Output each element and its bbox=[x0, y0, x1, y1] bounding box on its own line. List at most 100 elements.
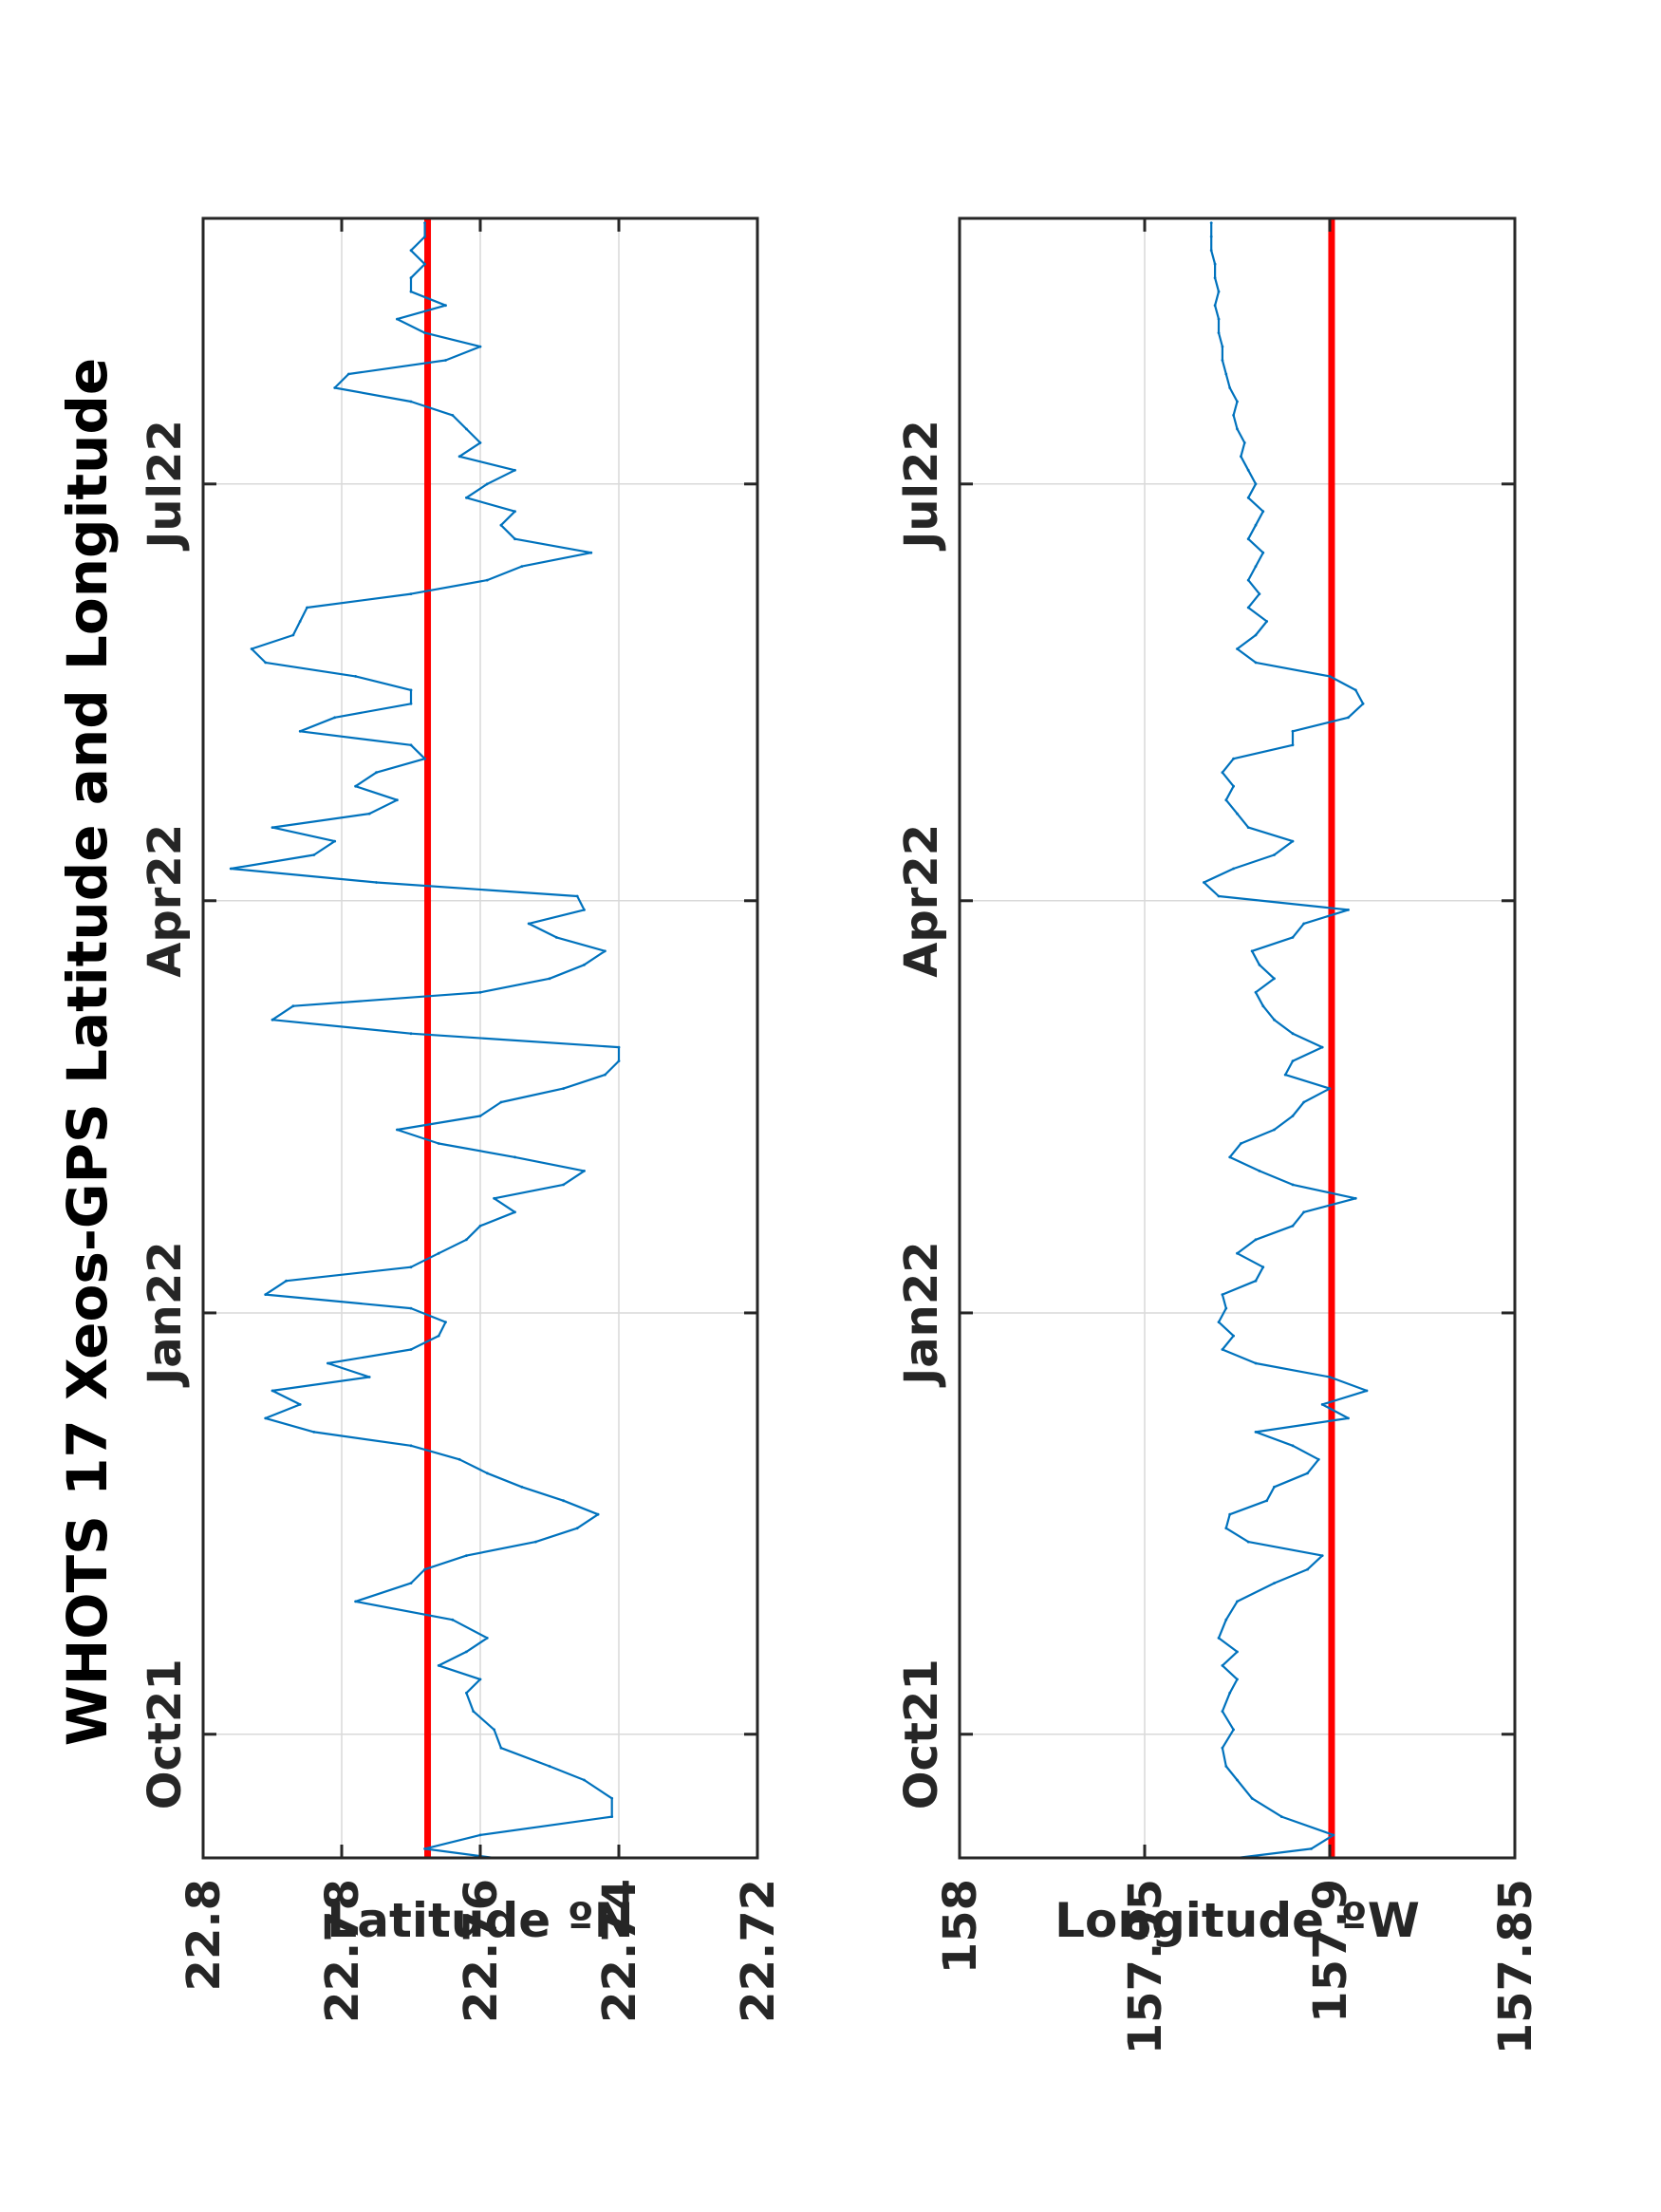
data-point bbox=[1310, 1846, 1313, 1850]
data-point bbox=[1273, 1485, 1276, 1489]
data-point bbox=[513, 510, 516, 514]
data-point bbox=[583, 963, 586, 966]
data-point bbox=[520, 1485, 524, 1489]
data-point bbox=[1291, 1059, 1295, 1062]
data-point bbox=[527, 922, 531, 926]
data-point bbox=[1236, 1650, 1239, 1654]
data-point bbox=[367, 1376, 371, 1378]
data-point bbox=[1273, 1582, 1276, 1584]
data-point bbox=[1246, 606, 1250, 609]
data-point bbox=[485, 482, 489, 486]
data-point bbox=[499, 523, 503, 527]
data-point bbox=[1228, 386, 1232, 389]
data-point bbox=[478, 1115, 482, 1117]
data-point bbox=[1217, 331, 1221, 334]
data-point bbox=[1254, 565, 1258, 568]
x-tick-label: Oct21 bbox=[895, 1659, 948, 1809]
data-point bbox=[1240, 455, 1242, 459]
data-point bbox=[444, 304, 447, 308]
longitude-series bbox=[1203, 221, 1369, 1860]
data-point bbox=[333, 716, 337, 720]
data-point bbox=[513, 1155, 516, 1159]
data-point bbox=[1250, 949, 1254, 953]
data-point bbox=[1236, 647, 1239, 650]
data-point bbox=[1224, 798, 1228, 802]
data-point bbox=[1291, 1115, 1295, 1117]
data-point bbox=[478, 990, 482, 994]
data-point bbox=[1221, 1348, 1224, 1351]
data-point bbox=[1232, 867, 1235, 871]
data-point bbox=[1258, 592, 1261, 595]
data-point bbox=[1224, 1618, 1228, 1622]
data-point bbox=[1279, 1815, 1283, 1818]
data-point bbox=[1258, 1170, 1261, 1172]
data-point bbox=[575, 894, 579, 898]
data-point bbox=[437, 1142, 440, 1145]
data-point bbox=[1254, 661, 1258, 665]
data-point bbox=[562, 1183, 565, 1187]
data-point bbox=[1240, 1142, 1242, 1145]
data-point bbox=[1236, 812, 1239, 815]
data-point bbox=[1273, 1018, 1276, 1022]
data-point bbox=[1261, 551, 1265, 554]
x-tick-label: Apr22 bbox=[139, 824, 192, 978]
data-point bbox=[409, 290, 413, 293]
data-point bbox=[1347, 909, 1350, 911]
data-point bbox=[1291, 729, 1295, 733]
data-point bbox=[1246, 537, 1250, 541]
y-tick-label: 22.74 bbox=[593, 1879, 646, 2023]
data-point bbox=[583, 1778, 586, 1782]
data-point bbox=[298, 1403, 302, 1406]
data-point bbox=[617, 1045, 621, 1049]
data-point bbox=[444, 359, 447, 362]
data-point bbox=[1306, 1472, 1309, 1475]
data-point bbox=[1291, 936, 1295, 939]
data-point bbox=[465, 1554, 468, 1557]
data-point bbox=[513, 468, 516, 472]
data-point bbox=[1328, 1087, 1332, 1090]
data-point bbox=[375, 881, 378, 884]
data-point bbox=[409, 1444, 413, 1448]
data-point bbox=[548, 1765, 551, 1768]
data-point bbox=[1209, 234, 1213, 238]
data-point bbox=[250, 647, 253, 650]
data-point bbox=[409, 400, 413, 403]
data-point bbox=[1203, 881, 1205, 884]
data-point bbox=[520, 565, 524, 568]
data-point bbox=[1254, 1431, 1258, 1434]
data-point bbox=[1254, 990, 1258, 994]
data-point bbox=[1213, 304, 1217, 308]
x-tick-label: Jul22 bbox=[895, 420, 948, 551]
data-point bbox=[1246, 468, 1250, 472]
data-point bbox=[1265, 1499, 1269, 1503]
data-point bbox=[465, 496, 468, 499]
data-point bbox=[485, 578, 489, 582]
data-point bbox=[1250, 1796, 1254, 1800]
latitude-panel: 22.8 22.78 22.76 22.74 22.72 Oct21 Jan22 Apr22… bbox=[139, 216, 785, 2023]
data-point bbox=[1221, 1746, 1224, 1750]
data-point bbox=[562, 1087, 565, 1090]
data-point bbox=[1261, 510, 1265, 514]
data-point bbox=[1228, 1512, 1232, 1516]
data-point bbox=[409, 702, 413, 705]
data-point bbox=[1213, 276, 1217, 280]
longitude-panel: 158 157.95 157.9 157.85 Oct21 Jan22 Apr22 Jul2… bbox=[895, 216, 1542, 2054]
data-point bbox=[1246, 496, 1250, 499]
y-tick-label: 22.72 bbox=[732, 1879, 785, 2023]
data-point bbox=[1242, 441, 1246, 444]
data-point bbox=[437, 1334, 440, 1338]
data-point bbox=[409, 276, 413, 280]
latitude-series bbox=[229, 221, 621, 1860]
data-point bbox=[354, 1600, 358, 1603]
data-point bbox=[1258, 963, 1261, 966]
data-point bbox=[465, 1238, 468, 1242]
data-point bbox=[1232, 414, 1235, 417]
data-point bbox=[1302, 1100, 1306, 1104]
data-point bbox=[423, 757, 427, 760]
latitude-y-ticks: 22.8 22.78 22.76 22.74 22.72 bbox=[177, 218, 785, 2023]
y-tick-label: 22.78 bbox=[316, 1879, 369, 2023]
data-point bbox=[423, 1846, 427, 1850]
data-point bbox=[444, 1321, 447, 1323]
data-point bbox=[333, 839, 337, 843]
data-point bbox=[1302, 922, 1306, 926]
